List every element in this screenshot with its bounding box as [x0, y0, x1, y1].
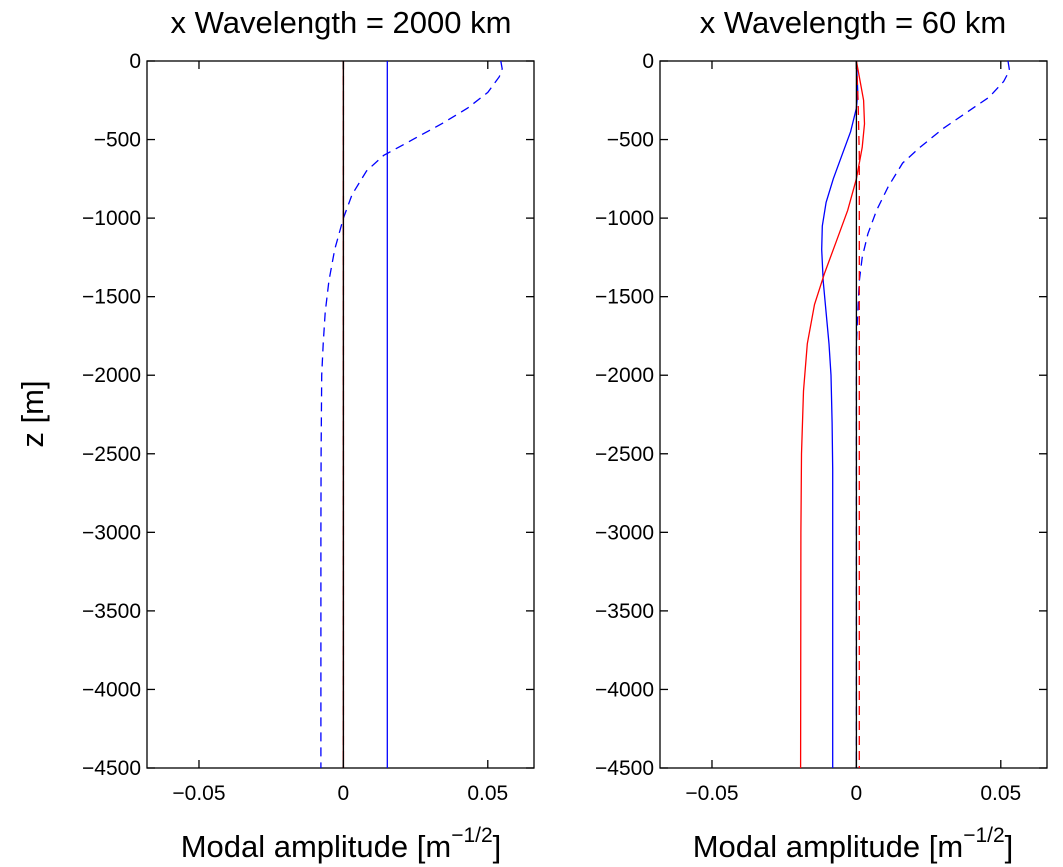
left-y-tick-label: −3500	[82, 600, 141, 623]
right-series-line-2	[799, 60, 866, 769]
left-x-tick-label: 0	[338, 782, 350, 805]
left-y-tick-label: −1000	[82, 207, 141, 230]
left-y-tick-label: −2500	[82, 443, 141, 466]
right-x-ticks: −0.05 0 0.05	[685, 61, 1021, 805]
right-x-axis-label: Modal amplitude [m−1/2]	[693, 824, 1014, 864]
left-y-ticks: 0 −500 −1000 −1500 −2000 −2500 −3000 −3500 −4000…	[82, 50, 534, 780]
left-plot-lines	[320, 60, 503, 768]
left-y-tick-label: −2000	[82, 364, 141, 387]
right-y-tick-label: −4500	[595, 757, 654, 780]
left-y-tick-label: −1500	[82, 286, 141, 309]
right-y-tick-label: −1000	[595, 207, 654, 230]
left-series-line-1	[320, 60, 503, 768]
left-y-tick-label: −3000	[82, 521, 141, 544]
right-panel: x Wavelength = 60 km −0.05 0 0.05 0 −500 −10…	[595, 5, 1048, 864]
left-panel: x Wavelength = 2000 km −0.05 0 0.05 0 −500 −…	[82, 5, 535, 864]
left-axes-frame	[146, 60, 535, 769]
right-axes-frame	[659, 60, 1048, 769]
left-y-tick-label: −4000	[82, 678, 141, 701]
left-x-ticks: −0.05 0 0.05	[172, 61, 508, 805]
right-x-tick-label: −0.05	[685, 782, 738, 805]
left-x-tick-label: −0.05	[172, 782, 225, 805]
left-panel-title: x Wavelength = 2000 km	[171, 5, 512, 40]
right-x-tick-label: 0.05	[980, 782, 1021, 805]
right-y-tick-label: −3000	[595, 521, 654, 544]
right-y-tick-label: 0	[642, 50, 654, 73]
left-y-tick-label: −4500	[82, 757, 141, 780]
left-x-axis-label: Modal amplitude [m−1/2]	[181, 824, 502, 864]
left-y-tick-label: −500	[94, 129, 141, 152]
right-y-tick-label: −500	[607, 129, 654, 152]
right-series-line-0	[821, 60, 859, 768]
right-series-line-3	[855, 60, 860, 768]
right-y-tick-label: −1500	[595, 286, 654, 309]
y-axis-label: z [m]	[15, 380, 50, 447]
right-y-tick-label: −2500	[595, 443, 654, 466]
right-series-line-1	[855, 60, 1011, 768]
left-y-tick-label: 0	[129, 50, 141, 73]
right-y-tick-label: −4000	[595, 678, 654, 701]
right-y-ticks: 0 −500 −1000 −1500 −2000 −2500 −3000 −3500 −4000…	[595, 50, 1047, 780]
right-y-tick-label: −2000	[595, 364, 654, 387]
right-y-tick-label: −3500	[595, 600, 654, 623]
right-x-tick-label: 0	[851, 782, 863, 805]
right-plot-lines	[799, 60, 1011, 769]
right-panel-title: x Wavelength = 60 km	[700, 5, 1006, 40]
left-x-tick-label: 0.05	[467, 782, 508, 805]
